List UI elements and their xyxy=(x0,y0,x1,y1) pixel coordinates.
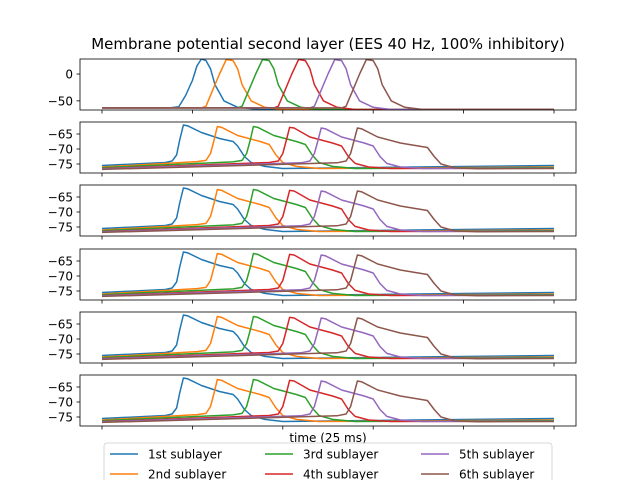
panel-1-series-line-6 xyxy=(102,59,554,110)
panel-5-series xyxy=(101,314,555,361)
panel-6-series-line-3 xyxy=(101,378,555,423)
panel-4-y-tick-label: −65 xyxy=(48,255,73,269)
panel-5-series-line-2 xyxy=(101,315,555,360)
panel-2: −65−70−75 xyxy=(48,121,577,177)
panel-6-y-tick-label: −65 xyxy=(48,381,73,395)
panel-2-y-tick-label: −70 xyxy=(48,143,73,157)
panel-2-frame xyxy=(79,121,577,174)
legend-item-1: 1st sublayer xyxy=(110,448,222,462)
panel-5-series-line-3 xyxy=(101,315,555,360)
legend-label-1: 1st sublayer xyxy=(148,448,222,462)
panel-2-series-line-4 xyxy=(101,126,555,170)
panel-4-series-line-1 xyxy=(101,251,555,297)
legend-label-6: 6th sublayer xyxy=(459,468,534,481)
panel-3-series-line-5 xyxy=(101,190,555,233)
panel-3-series-line-2 xyxy=(101,188,555,233)
legend-item-5: 5th sublayer xyxy=(421,448,534,462)
panel-6-series-line-4 xyxy=(101,379,555,423)
panel-3-y-tick-label: −65 xyxy=(48,191,73,205)
panel-2-series-line-5 xyxy=(101,127,555,170)
x-axis-label: time (25 ms) xyxy=(289,431,366,445)
panel-1-series-line-2 xyxy=(102,59,554,110)
legend-item-3: 3rd sublayer xyxy=(265,448,378,462)
panel-2-y-tick-label: −75 xyxy=(48,158,73,172)
panel-1-frame xyxy=(79,58,577,111)
panel-6-series-line-2 xyxy=(101,378,555,423)
panel-6-series-line-1 xyxy=(101,377,555,423)
panel-2-series xyxy=(101,124,555,171)
panel-4-frame xyxy=(79,248,577,301)
panel-4-series-line-2 xyxy=(101,252,555,297)
panel-1-y-tick-label: −50 xyxy=(48,94,73,108)
panel-3-y-tick-label: −70 xyxy=(48,206,73,220)
legend-item-4: 4th sublayer xyxy=(265,468,378,482)
panel-5-frame xyxy=(79,311,577,364)
panel-5-series-line-6 xyxy=(101,317,555,361)
panel-5-y-tick-label: −75 xyxy=(48,348,73,362)
panel-3-frame xyxy=(79,184,577,237)
panel-4-series-line-3 xyxy=(101,252,555,297)
panel-5-y-tick-label: −65 xyxy=(48,318,73,332)
panel-5: −65−70−75 xyxy=(48,311,577,367)
panel-2-series-line-3 xyxy=(101,125,555,170)
panel-4: −65−70−75 xyxy=(48,248,577,304)
legend-item-2: 2nd sublayer xyxy=(110,468,226,482)
panel-2-series-line-6 xyxy=(101,127,555,171)
legend-label-4: 4th sublayer xyxy=(303,468,378,481)
panel-1-series-line-3 xyxy=(102,59,554,110)
panel-5-series-line-4 xyxy=(101,316,555,360)
panel-6-y-tick-label: −75 xyxy=(48,411,73,425)
panel-5-series-line-1 xyxy=(101,314,555,360)
panel-3-y-tick-label: −75 xyxy=(48,221,73,235)
panel-3-series-line-4 xyxy=(101,189,555,233)
panel-6-series xyxy=(101,377,555,424)
legend-label-2: 2nd sublayer xyxy=(148,468,226,481)
panel-1-series-line-4 xyxy=(102,59,554,110)
panel-1-series-line-1 xyxy=(102,59,554,110)
panel-2-y-tick-label: −65 xyxy=(48,128,73,142)
legend-label-5: 5th sublayer xyxy=(459,448,534,462)
chart-title: Membrane potential second layer (EES 40 … xyxy=(91,35,565,53)
panel-6: −65−70−75 xyxy=(48,374,577,430)
panel-4-y-tick-label: −70 xyxy=(48,270,73,284)
panel-6-y-tick-label: −70 xyxy=(48,396,73,410)
panel-6-series-line-5 xyxy=(101,380,555,423)
panel-1-series xyxy=(102,59,554,110)
panel-5-y-tick-label: −70 xyxy=(48,333,73,347)
panel-3-series-line-6 xyxy=(101,190,555,234)
panel-4-y-tick-label: −75 xyxy=(48,285,73,299)
legend: 1st sublayer 2nd sublayer 3rd sublayer 4th … xyxy=(103,442,553,484)
panel-2-series-line-1 xyxy=(101,124,555,170)
panel-3-series xyxy=(101,187,555,234)
panel-5-series-line-5 xyxy=(101,317,555,360)
panel-1: 0 −50 xyxy=(48,58,577,114)
legend-label-3: 3rd sublayer xyxy=(303,448,378,462)
legend-item-6: 6th sublayer xyxy=(421,468,534,482)
panel-2-series-line-2 xyxy=(101,125,555,170)
panel-4-series-line-4 xyxy=(101,253,555,297)
panels-group: 0−50−65−70−75−65−70−75−65−70−75−65−70−75… xyxy=(48,58,577,430)
panel-3-series-line-3 xyxy=(101,188,555,233)
panel-4-series-line-6 xyxy=(101,254,555,298)
panel-6-frame xyxy=(79,374,577,427)
panel-6-series-line-6 xyxy=(101,380,555,424)
panel-4-series xyxy=(101,251,555,298)
panel-3-series-line-1 xyxy=(101,187,555,233)
panel-1-series-line-5 xyxy=(102,59,554,110)
panel-4-series-line-5 xyxy=(101,254,555,297)
panel-1-y-tick-label: 0 xyxy=(65,68,73,82)
panel-3: −65−70−75 xyxy=(48,184,577,240)
